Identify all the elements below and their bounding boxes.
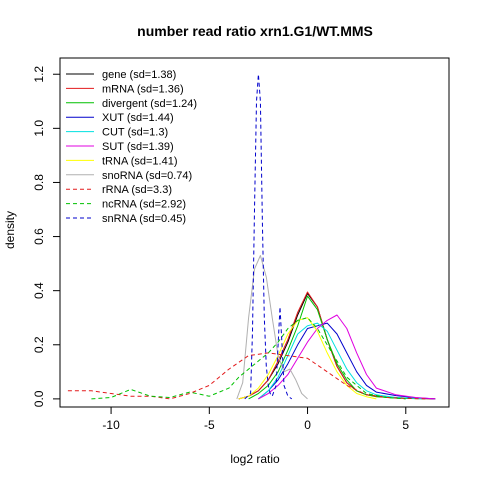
y-tick-label: 0.8 — [32, 174, 46, 191]
series-lines — [67, 73, 436, 400]
legend-label: gene (sd=1.38) — [102, 69, 176, 81]
y-tick-label: 0.0 — [32, 390, 46, 407]
legend-label: ncRNA (sd=2.92) — [102, 199, 186, 211]
x-tick-label: -10 — [102, 418, 120, 432]
series-line-6 — [258, 314, 436, 400]
series-line-2 — [238, 291, 436, 400]
y-tick-label: 1.2 — [32, 66, 46, 83]
legend-label: snoRNA (sd=0.74) — [102, 170, 192, 182]
series-line-5 — [258, 322, 426, 400]
y-tick-label: 0.4 — [32, 282, 46, 299]
legend-label: snRNA (sd=0.45) — [102, 213, 186, 225]
legend-label: SUT (sd=1.39) — [102, 141, 174, 153]
series-line-8 — [236, 255, 308, 400]
series-line-9 — [67, 352, 426, 400]
x-tick-label: 0 — [304, 418, 311, 432]
x-tick-label: -5 — [204, 418, 215, 432]
legend-label: XUT (sd=1.44) — [102, 112, 174, 124]
series-line-1 — [238, 292, 436, 400]
y-axis-label: density — [3, 211, 17, 249]
legend-label: CUT (sd=1.3) — [102, 127, 168, 139]
y-axis: 0.0 0.2 0.4 0.6 0.8 1.0 1.2 — [32, 66, 61, 407]
series-line-10 — [91, 317, 406, 400]
legend: gene (sd=1.38) mRNA (sd=1.36) divergent (s… — [66, 69, 197, 225]
series-line-7 — [238, 317, 377, 400]
x-tick-label: 5 — [402, 418, 409, 432]
y-tick-label: 0.6 — [32, 228, 46, 245]
legend-label: tRNA (sd=1.41) — [102, 155, 178, 167]
legend-label: mRNA (sd=1.36) — [102, 83, 184, 95]
y-tick-label: 0.2 — [32, 336, 46, 353]
series-line-11 — [244, 73, 293, 400]
x-axis: -10 -5 0 5 — [102, 406, 409, 432]
y-tick-label: 1.0 — [32, 120, 46, 137]
x-axis-label: log2 ratio — [230, 452, 280, 466]
chart-title: number read ratio xrn1.G1/WT.MMS — [137, 23, 373, 39]
legend-label: rRNA (sd=3.3) — [102, 184, 172, 196]
legend-label: divergent (sd=1.24) — [102, 98, 197, 110]
